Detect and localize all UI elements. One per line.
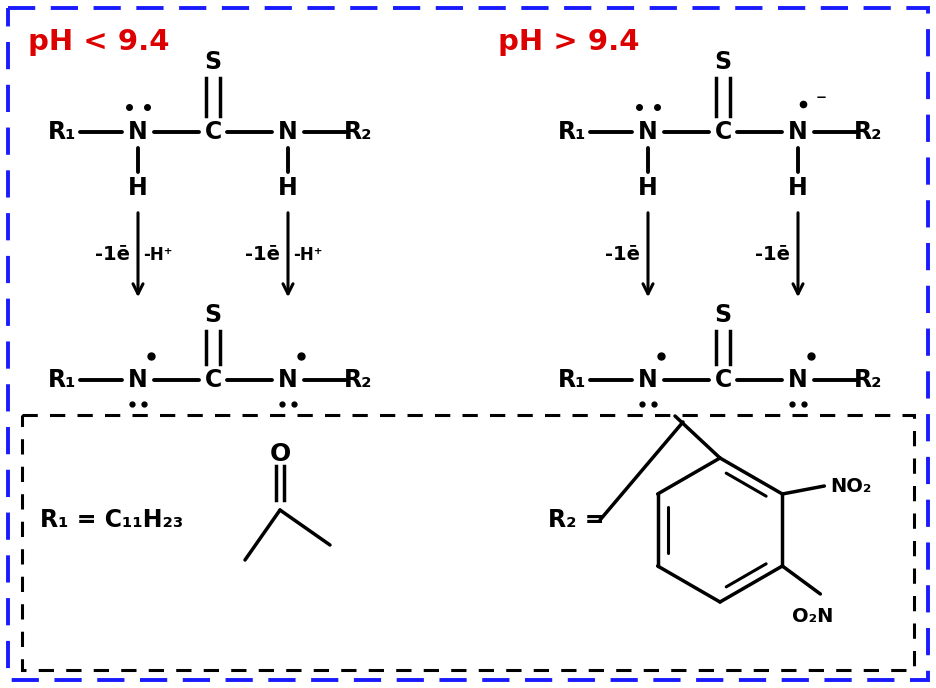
Text: -1ē: -1ē — [245, 246, 280, 264]
Text: C: C — [714, 368, 732, 392]
Text: C: C — [714, 120, 732, 144]
Text: N: N — [278, 368, 298, 392]
Text: R₂: R₂ — [854, 120, 883, 144]
Text: N: N — [278, 120, 298, 144]
Text: N: N — [638, 368, 658, 392]
Text: R₁: R₁ — [48, 120, 76, 144]
Text: pH < 9.4: pH < 9.4 — [28, 28, 169, 56]
Text: R₂ =: R₂ = — [548, 508, 605, 532]
Text: -1ē: -1ē — [605, 246, 640, 264]
Text: R₁: R₁ — [558, 368, 586, 392]
Text: O₂N: O₂N — [792, 607, 833, 625]
Text: S: S — [204, 303, 222, 327]
Text: S: S — [714, 50, 732, 74]
Text: N: N — [788, 120, 808, 144]
Text: S: S — [714, 303, 732, 327]
Text: ⁻: ⁻ — [816, 92, 827, 112]
Text: C: C — [204, 368, 222, 392]
Text: pH > 9.4: pH > 9.4 — [498, 28, 639, 56]
Text: H: H — [278, 176, 298, 200]
Text: -H⁺: -H⁺ — [293, 246, 323, 264]
Text: R₁ = C₁₁H₂₃: R₁ = C₁₁H₂₃ — [40, 508, 183, 532]
Text: R₂: R₂ — [854, 368, 883, 392]
Text: N: N — [128, 120, 148, 144]
Text: O: O — [270, 442, 290, 466]
Bar — [22, 415, 914, 670]
Text: S: S — [204, 50, 222, 74]
Text: R₂: R₂ — [344, 368, 373, 392]
Text: NO₂: NO₂ — [830, 477, 871, 495]
Text: N: N — [128, 368, 148, 392]
Text: H: H — [638, 176, 658, 200]
Text: R₂: R₂ — [344, 120, 373, 144]
Text: C: C — [204, 120, 222, 144]
Text: -1ē: -1ē — [95, 246, 130, 264]
Text: H: H — [128, 176, 148, 200]
Text: R₁: R₁ — [558, 120, 586, 144]
Text: R₁: R₁ — [48, 368, 76, 392]
Text: -1ē: -1ē — [755, 246, 790, 264]
Text: N: N — [638, 120, 658, 144]
Text: N: N — [788, 368, 808, 392]
Text: -H⁺: -H⁺ — [143, 246, 172, 264]
Text: H: H — [788, 176, 808, 200]
